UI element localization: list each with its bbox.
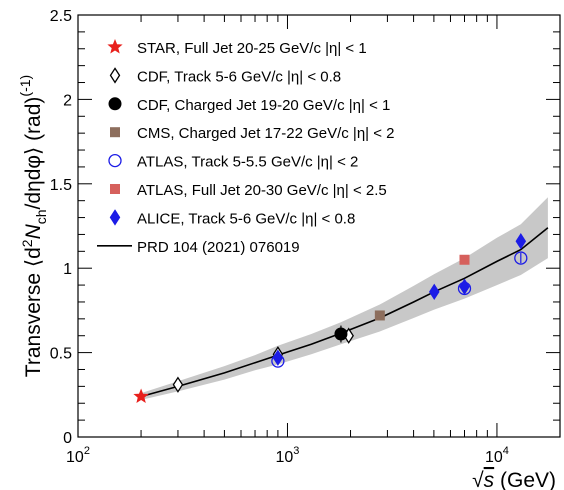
- x-axis-label-root: √: [472, 469, 484, 490]
- legend-label: STAR, Full Jet 20-25 GeV/c |η| < 1: [137, 40, 367, 57]
- x-axis-label-unit: (GeV): [494, 469, 556, 490]
- legend-marker: [107, 39, 123, 54]
- y-tick-label: 1.5: [50, 177, 72, 194]
- legend-label: ATLAS, Track 5-5.5 GeV/c |η| < 2: [137, 154, 358, 171]
- data-point: [428, 283, 440, 301]
- uncertainty-band-layer: [141, 197, 548, 400]
- x-tick-label-base: 10: [276, 449, 294, 466]
- x-tick-label-base: 10: [66, 449, 84, 466]
- legend-label: CMS, Charged Jet 17-22 GeV/c |η| < 2: [137, 125, 395, 142]
- legend-marker: [110, 127, 120, 138]
- data-point: [459, 254, 470, 265]
- y-axis-label-part-2: N: [22, 223, 45, 239]
- data-point: [334, 327, 348, 341]
- data-point: [514, 251, 528, 265]
- y-axis: 0 0.5 1 1.5 2 2.5: [50, 8, 560, 447]
- y-axis-label-part-5: (-1): [17, 75, 33, 97]
- x-tick-label-exp: 3: [293, 445, 299, 457]
- legend: STAR, Full Jet 20-25 GeV/c |η| < 1 CDF, T…: [97, 39, 395, 256]
- x-axis-label: √s (GeV): [472, 469, 556, 490]
- y-tick-label: 0.5: [50, 346, 72, 363]
- uncertainty-band: [141, 197, 548, 400]
- x-tick-label-base: 10: [485, 449, 503, 466]
- x-tick-label: 104: [485, 445, 509, 466]
- y-tick-label: 2.5: [50, 8, 72, 25]
- y-axis-label-part-0: Transverse ⟨d: [22, 247, 45, 377]
- legend-label: ATLAS, Full Jet 20-30 GeV/c |η| < 2.5: [137, 182, 387, 199]
- y-axis-label: Transverse ⟨d2Nch/dηdφ⟩ (rad)(-1): [17, 75, 49, 377]
- data-point: [133, 388, 149, 403]
- y-axis-label-part-1: 2: [19, 239, 35, 247]
- y-axis-label-part-3: ch: [33, 209, 49, 224]
- data-points: [133, 232, 528, 403]
- legend-marker: [108, 97, 122, 111]
- plot-frame: [77, 14, 561, 438]
- legend-marker: [108, 153, 122, 168]
- x-tick-label-exp: 4: [503, 445, 509, 457]
- legend-label: CDF, Track 5-6 GeV/c |η| < 0.8: [137, 68, 341, 85]
- y-tick-label: 0: [63, 430, 72, 447]
- legend-label: CDF, Charged Jet 19-20 GeV/c |η| < 1: [137, 97, 390, 114]
- x-tick-label: 102: [66, 445, 90, 466]
- curve-layer: [140, 227, 549, 398]
- data-point: [172, 376, 184, 393]
- data-point: [459, 278, 470, 295]
- legend-marker: [109, 67, 121, 84]
- legend-label: ALICE, Track 5-6 GeV/c |η| < 0.8: [137, 210, 355, 227]
- model-curve: [140, 227, 549, 398]
- y-tick-label: 2: [63, 92, 72, 109]
- y-axis-label-part-4: /dηdφ⟩ (rad): [22, 97, 45, 210]
- x-axis: 102 103 104: [66, 15, 561, 466]
- y-tick-label: 1: [63, 261, 72, 278]
- x-tick-label: 103: [276, 445, 300, 466]
- data-point: [515, 232, 527, 250]
- data-point: [374, 310, 385, 321]
- legend-marker: [110, 184, 120, 194]
- legend-marker: [109, 209, 121, 226]
- legend-label: PRD 104 (2021) 076019: [137, 239, 300, 256]
- data-point: [272, 349, 284, 366]
- x-tick-label-exp: 2: [84, 445, 90, 457]
- x-axis-label-var: s: [484, 469, 495, 490]
